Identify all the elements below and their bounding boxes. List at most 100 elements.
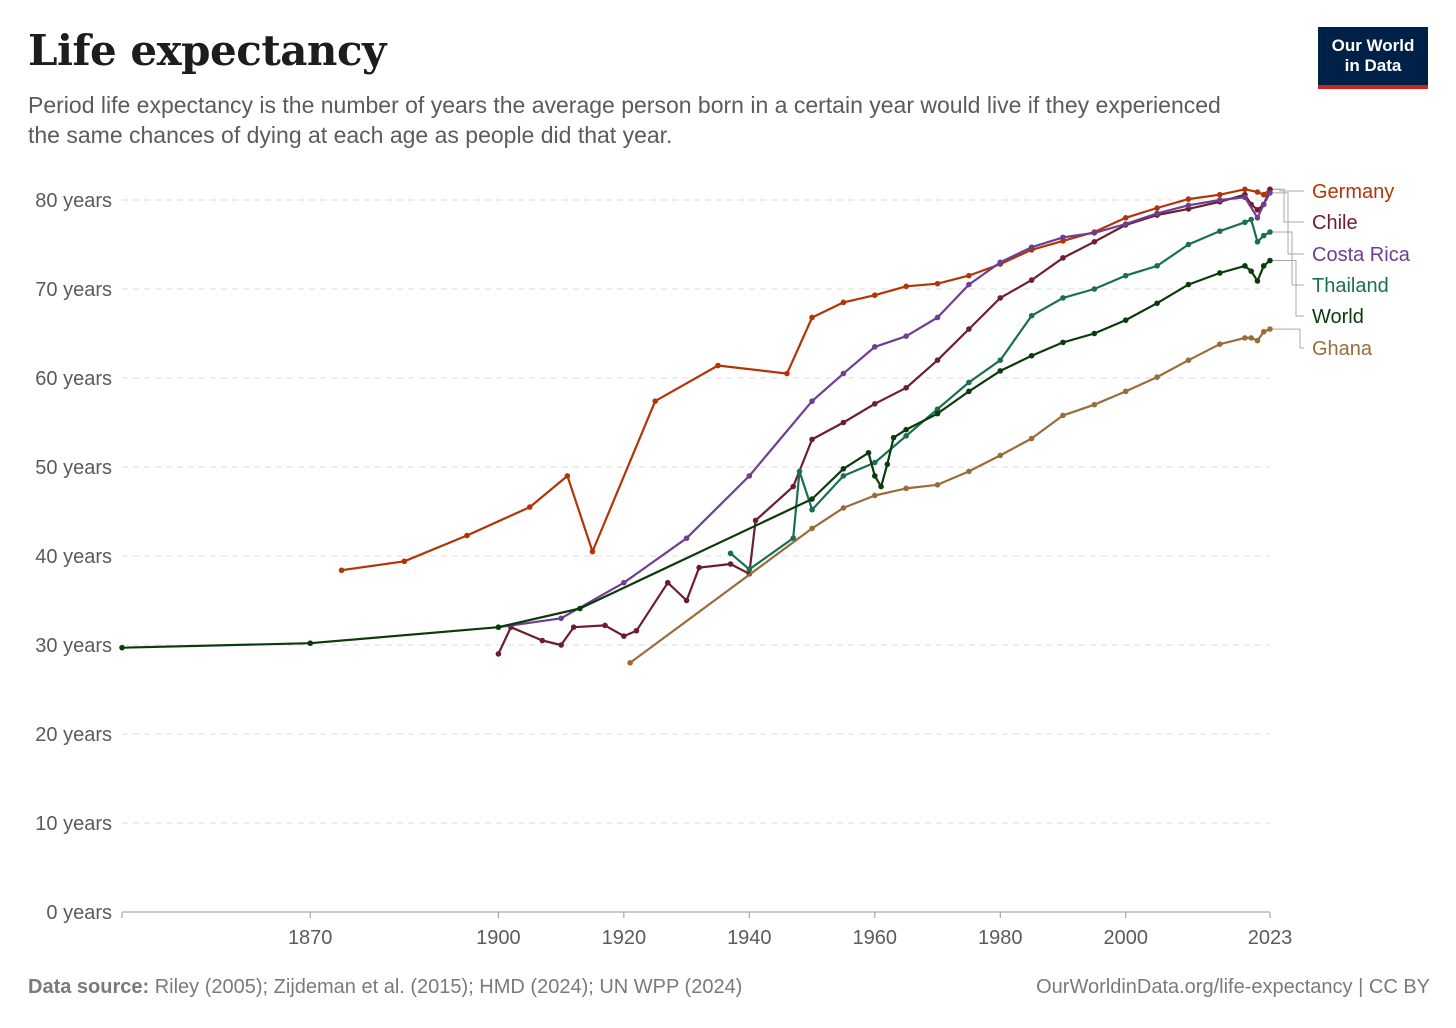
label-connector bbox=[1273, 260, 1304, 317]
data-point bbox=[1267, 257, 1273, 264]
data-point bbox=[1122, 221, 1129, 227]
data-point bbox=[1267, 190, 1273, 196]
data-point bbox=[1254, 215, 1261, 221]
data-point bbox=[683, 535, 690, 541]
data-point bbox=[903, 333, 909, 339]
data-point bbox=[1154, 263, 1160, 269]
data-point bbox=[1260, 263, 1267, 269]
data-point bbox=[790, 483, 797, 490]
data-point bbox=[570, 624, 577, 630]
data-point bbox=[878, 483, 884, 490]
data-point bbox=[338, 567, 345, 574]
data-point bbox=[1185, 241, 1192, 248]
data-point bbox=[997, 368, 1004, 374]
data-point bbox=[1091, 286, 1098, 292]
data-point bbox=[621, 579, 627, 586]
series-thailand bbox=[727, 216, 1273, 573]
series-line bbox=[629, 328, 1271, 664]
data-point bbox=[1154, 205, 1160, 211]
data-point bbox=[1217, 228, 1223, 234]
data-point bbox=[715, 362, 721, 369]
data-point bbox=[840, 473, 847, 479]
series-costa-rica bbox=[495, 190, 1273, 630]
chart-subtitle: Period life expectancy is the number of … bbox=[28, 92, 1221, 148]
data-point bbox=[727, 561, 734, 567]
data-point bbox=[865, 449, 872, 456]
label-connector bbox=[1273, 192, 1304, 255]
data-source-text: Riley (2005); Zijdeman et al. (2015); HM… bbox=[154, 976, 743, 998]
data-point bbox=[1260, 191, 1267, 198]
data-point bbox=[752, 517, 759, 524]
data-point bbox=[1060, 295, 1066, 301]
logo-line-2: in Data bbox=[1344, 56, 1402, 75]
data-point bbox=[1060, 255, 1066, 261]
x-tick-label: 1960 bbox=[853, 927, 898, 949]
data-point bbox=[1185, 281, 1192, 288]
data-point bbox=[934, 406, 941, 412]
owid-logo[interactable]: Our World in Data bbox=[1318, 27, 1428, 89]
data-point bbox=[1260, 232, 1267, 239]
data-point bbox=[966, 379, 972, 386]
data-point bbox=[1242, 194, 1248, 201]
y-tick-label: 80 years bbox=[35, 190, 112, 212]
data-point bbox=[1217, 191, 1223, 198]
data-point bbox=[934, 482, 941, 488]
data-point bbox=[966, 281, 972, 288]
data-point bbox=[934, 357, 941, 364]
data-point bbox=[1254, 337, 1261, 344]
data-point bbox=[1154, 300, 1160, 307]
data-point bbox=[1091, 401, 1098, 408]
data-point bbox=[840, 465, 847, 472]
x-tick-label: 2000 bbox=[1103, 927, 1148, 949]
data-point bbox=[495, 651, 502, 657]
data-point bbox=[1254, 189, 1261, 195]
data-point bbox=[1185, 202, 1192, 209]
series-line bbox=[341, 188, 1271, 572]
data-point bbox=[809, 398, 815, 404]
data-point bbox=[621, 633, 627, 639]
data-point bbox=[602, 622, 608, 629]
data-point bbox=[1091, 330, 1098, 337]
data-point bbox=[1217, 197, 1223, 203]
logo-line-1: Our World bbox=[1331, 36, 1415, 55]
data-point bbox=[840, 505, 847, 511]
data-point bbox=[1154, 374, 1160, 380]
label-connector bbox=[1273, 231, 1304, 286]
data-point bbox=[683, 597, 690, 604]
footer-license[interactable]: CC BY bbox=[1368, 976, 1430, 998]
data-point bbox=[1185, 357, 1192, 364]
data-point bbox=[696, 564, 702, 571]
x-tick-label: 1870 bbox=[288, 927, 333, 949]
data-point bbox=[495, 624, 502, 630]
footer-url[interactable]: OurWorldinData.org/life-expectancy bbox=[1036, 976, 1353, 998]
footer-link[interactable]: OurWorldinData.org/life-expectancy | CC … bbox=[1036, 976, 1430, 999]
data-point bbox=[934, 314, 941, 321]
y-tick-label: 10 years bbox=[35, 813, 112, 835]
data-point bbox=[903, 426, 909, 433]
data-point bbox=[1122, 272, 1129, 279]
data-point bbox=[1122, 388, 1129, 395]
data-point bbox=[1260, 201, 1267, 208]
x-tick-label: 1900 bbox=[476, 927, 521, 949]
data-point bbox=[652, 398, 659, 404]
data-point bbox=[809, 314, 815, 321]
data-point bbox=[1028, 312, 1035, 319]
data-point bbox=[577, 605, 583, 612]
data-point bbox=[871, 473, 878, 479]
series-label: Chile bbox=[1312, 212, 1358, 234]
data-point bbox=[1242, 335, 1248, 341]
x-tick-label: 1980 bbox=[978, 927, 1023, 949]
series-label: Ghana bbox=[1312, 338, 1373, 360]
data-point bbox=[1122, 317, 1129, 323]
data-point bbox=[903, 485, 909, 492]
series-label: Costa Rica bbox=[1312, 244, 1411, 266]
series-line bbox=[498, 192, 1271, 629]
data-point bbox=[1217, 341, 1223, 347]
data-point bbox=[840, 370, 847, 377]
data-point bbox=[903, 283, 909, 290]
data-point bbox=[790, 535, 797, 541]
data-point bbox=[871, 401, 878, 407]
data-source-label: Data source: bbox=[28, 976, 150, 998]
series-line bbox=[121, 259, 1271, 649]
